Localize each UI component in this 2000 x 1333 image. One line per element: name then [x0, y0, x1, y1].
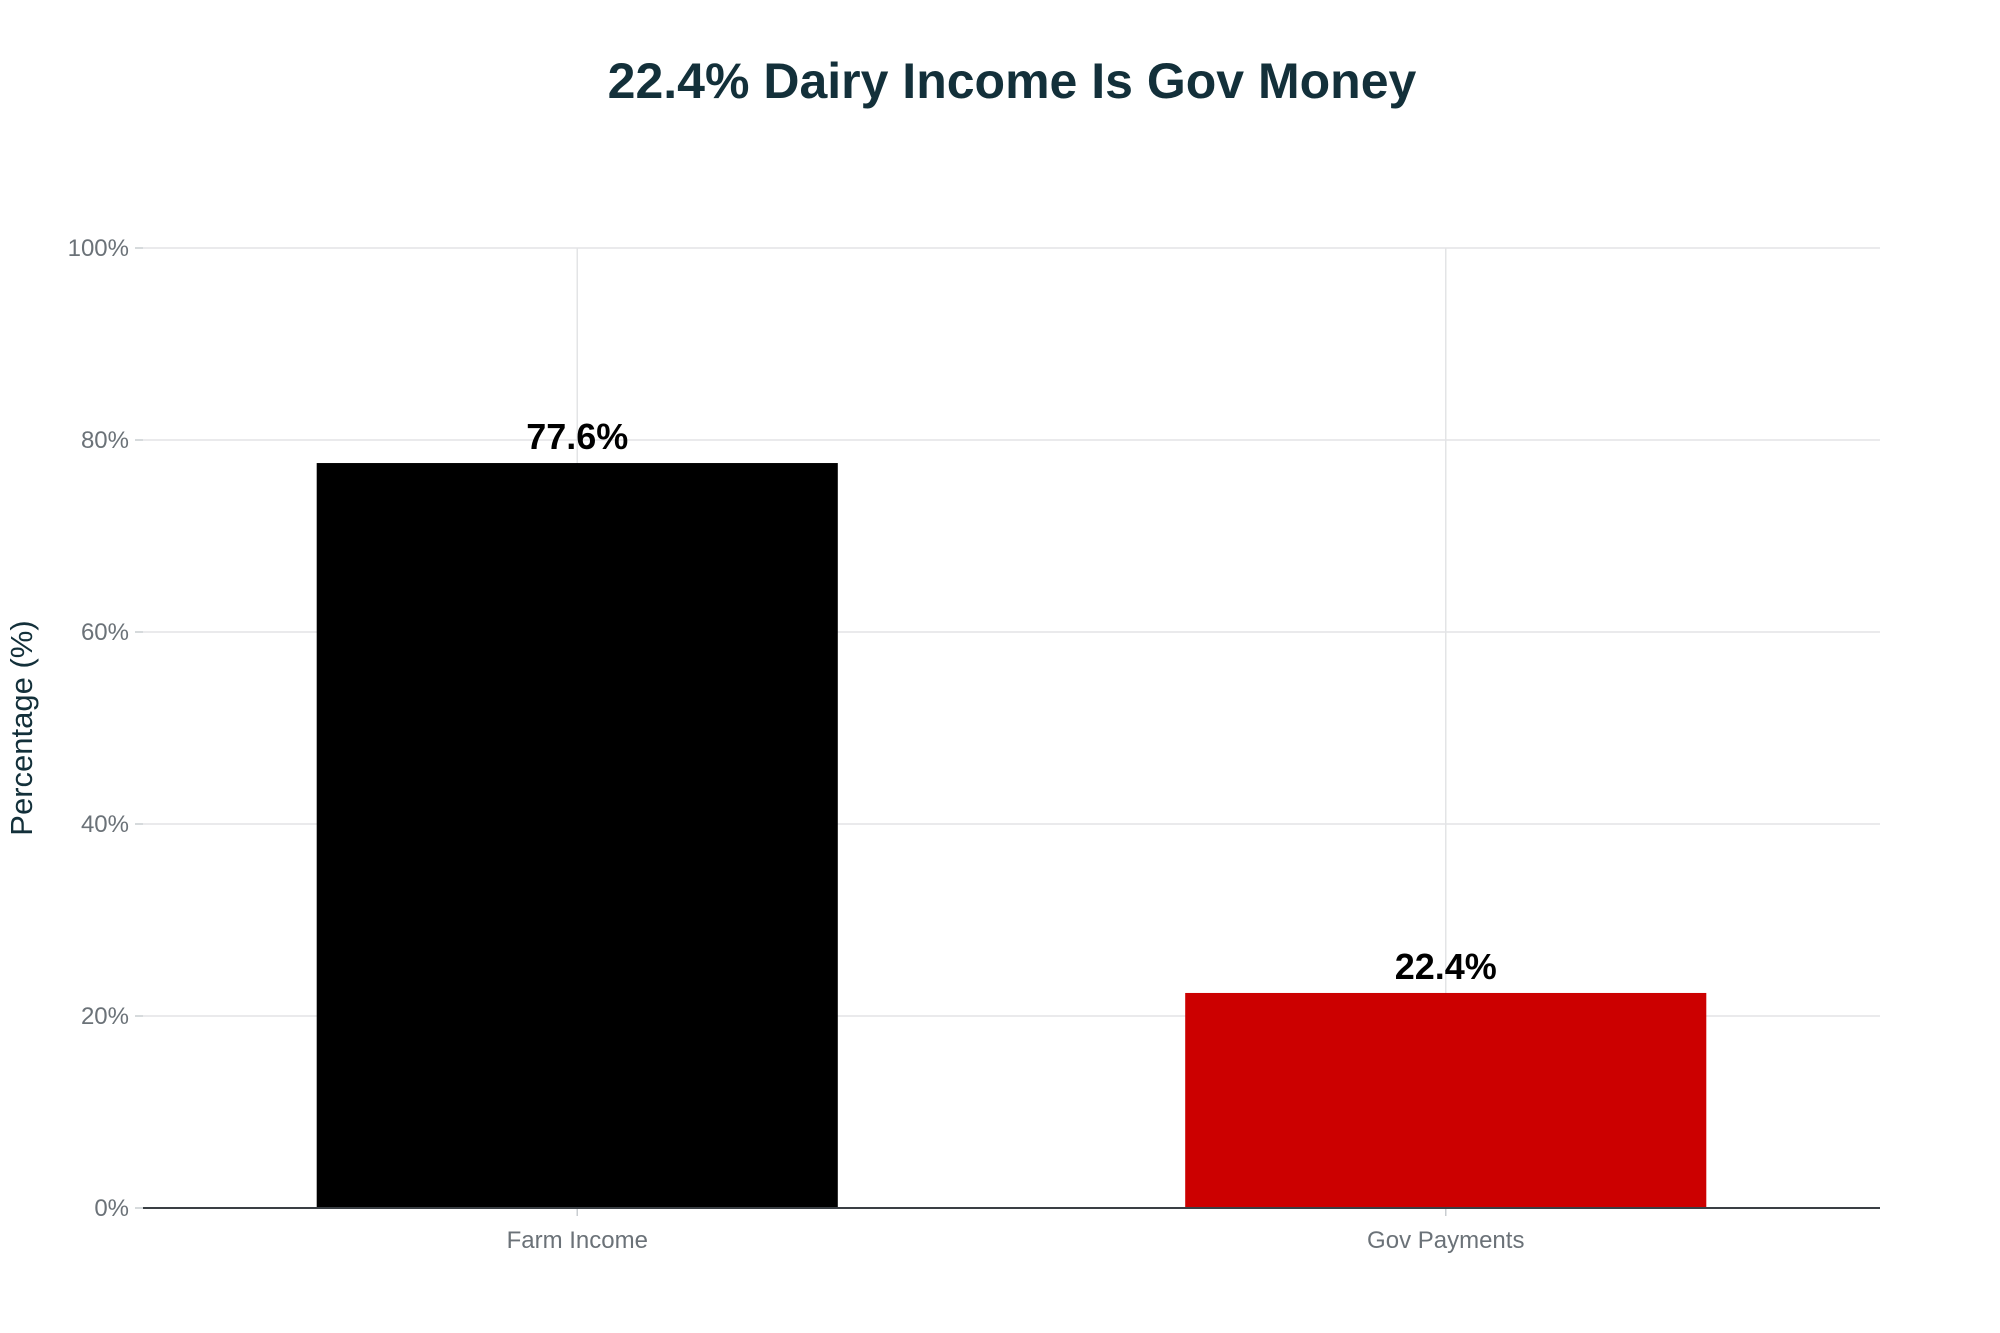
- bar-farm-income: [316, 463, 838, 1208]
- bar-gov-payments: [1185, 992, 1707, 1208]
- data-label: 22.4%: [1395, 946, 1497, 987]
- axes: 0% 20% 40% 60% 80% 100% Farm Income Gov Payment…: [68, 235, 1880, 1254]
- x-tick-label: Gov Payments: [1367, 1227, 1524, 1254]
- y-tick-label: 100%: [68, 235, 129, 262]
- x-tick-label: Farm Income: [507, 1227, 648, 1254]
- y-tick-label: 80%: [81, 427, 129, 454]
- y-tick-label: 40%: [81, 811, 129, 838]
- y-tick-label: 20%: [81, 1003, 129, 1030]
- bars: [316, 463, 1707, 1208]
- y-axis-title: Percentage (%): [4, 620, 39, 835]
- chart-title: 22.4% Dairy Income Is Gov Money: [608, 53, 1417, 109]
- y-tick-label: 0%: [94, 1195, 129, 1222]
- data-labels: 77.6% 22.4%: [526, 416, 1497, 987]
- data-label: 77.6%: [526, 416, 628, 457]
- y-tick-label: 60%: [81, 619, 129, 646]
